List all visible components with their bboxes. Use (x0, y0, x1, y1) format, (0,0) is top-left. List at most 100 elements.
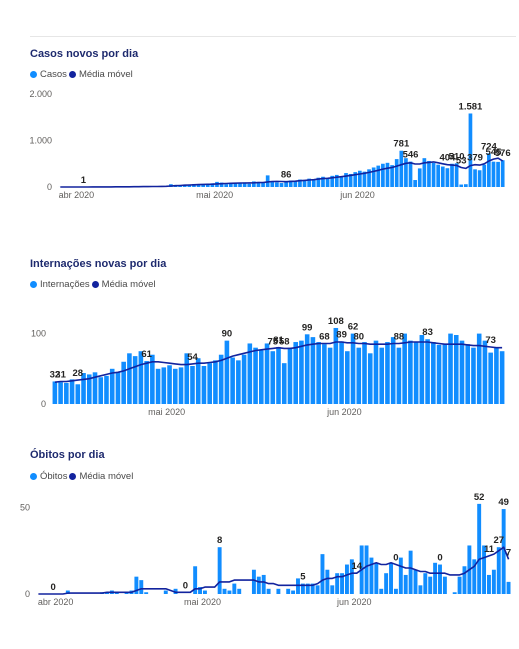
internacoes-bar[interactable] (499, 351, 505, 404)
legend-item-internacoes[interactable]: Internações (30, 279, 90, 290)
obitos-bar[interactable] (296, 578, 300, 594)
internacoes-bar[interactable] (58, 382, 63, 404)
internacoes-bar[interactable] (104, 375, 109, 404)
casos-bar[interactable] (201, 184, 206, 187)
obitos-bar[interactable] (139, 580, 144, 594)
casos-moving-average-line[interactable] (60, 157, 504, 188)
casos-bar[interactable] (284, 181, 288, 187)
casos-bar[interactable] (330, 175, 335, 187)
internacoes-bar[interactable] (350, 333, 356, 404)
internacoes-bar[interactable] (109, 368, 115, 404)
internacoes-bar[interactable] (442, 344, 448, 404)
internacoes-bar[interactable] (86, 374, 92, 404)
obitos-bar[interactable] (477, 503, 482, 594)
internacoes-bar[interactable] (459, 340, 465, 404)
obitos-bar[interactable] (384, 573, 389, 594)
casos-bar[interactable] (482, 164, 487, 187)
internacoes-bar[interactable] (259, 350, 264, 404)
obitos-bar[interactable] (256, 576, 261, 594)
obitos-bar[interactable] (310, 583, 315, 594)
internacoes-bar[interactable] (230, 357, 235, 404)
casos-bar[interactable] (238, 183, 242, 187)
internacoes-bar[interactable] (69, 379, 75, 404)
casos-bar[interactable] (321, 176, 325, 187)
casos-bar[interactable] (219, 182, 224, 187)
internacoes-bar[interactable] (494, 347, 499, 404)
casos-bar[interactable] (459, 184, 464, 187)
casos-bar[interactable] (348, 173, 353, 187)
obitos-bar[interactable] (349, 559, 354, 594)
casos-bar[interactable] (496, 161, 500, 187)
legend-item-media-movel[interactable]: Média móvel (91, 279, 156, 290)
internacoes-bar[interactable] (190, 365, 195, 404)
obitos-bar[interactable] (237, 588, 242, 594)
internacoes-moving-average-line[interactable] (54, 341, 503, 383)
obitos-bar[interactable] (398, 557, 403, 594)
internacoes-bar[interactable] (75, 384, 81, 404)
internacoes-bar[interactable] (482, 340, 488, 404)
obitos-bar[interactable] (438, 564, 442, 594)
internacoes-bar[interactable] (345, 351, 350, 404)
casos-bar[interactable] (408, 161, 413, 187)
internacoes-bar[interactable] (132, 356, 138, 404)
internacoes-bar[interactable] (316, 342, 321, 404)
casos-bar[interactable] (381, 163, 385, 187)
obitos-bar[interactable] (413, 569, 418, 594)
internacoes-bar[interactable] (241, 354, 247, 404)
obitos-moving-average-line[interactable] (38, 546, 510, 595)
obitos-bar[interactable] (65, 590, 70, 594)
casos-bar[interactable] (247, 183, 252, 187)
internacoes-bar[interactable] (92, 372, 98, 404)
casos-bar[interactable] (307, 178, 311, 187)
internacoes-bar[interactable] (144, 361, 149, 404)
casos-bar[interactable] (427, 160, 431, 187)
internacoes-bar[interactable] (155, 368, 161, 404)
casos-bar[interactable] (487, 153, 491, 187)
obitos-bar[interactable] (193, 566, 198, 594)
internacoes-bar[interactable] (207, 363, 212, 404)
obitos-bar[interactable] (217, 547, 222, 594)
obitos-bar[interactable] (320, 554, 325, 594)
internacoes-bar[interactable] (121, 361, 126, 404)
obitos-bar[interactable] (134, 576, 139, 594)
casos-bar[interactable] (339, 176, 344, 187)
casos-bar[interactable] (390, 165, 394, 187)
casos-bar[interactable] (367, 169, 371, 187)
obitos-bar[interactable] (369, 557, 374, 594)
casos-bar[interactable] (376, 165, 381, 187)
casos-bar[interactable] (302, 180, 307, 187)
obitos-bar[interactable] (330, 585, 335, 594)
internacoes-bar[interactable] (270, 351, 276, 404)
obitos-bar[interactable] (374, 562, 379, 594)
casos-chart[interactable]: 0 1.000 2.000 abr 2020 mai 2020 jun 2020 1 86 78… (0, 0, 519, 200)
casos-bar[interactable] (344, 173, 348, 187)
obitos-bar[interactable] (315, 585, 320, 594)
legend-item-media-movel[interactable]: Média móvel (69, 471, 133, 482)
obitos-bar[interactable] (222, 588, 227, 594)
casos-bar[interactable] (196, 184, 201, 187)
internacoes-bar[interactable] (327, 347, 333, 404)
internacoes-bar[interactable] (293, 342, 298, 404)
obitos-bar[interactable] (114, 592, 119, 594)
internacoes-bar[interactable] (224, 340, 230, 404)
casos-bar[interactable] (357, 170, 362, 187)
casos-bar[interactable] (417, 168, 422, 187)
obitos-bar[interactable] (291, 590, 296, 594)
obitos-bar[interactable] (452, 592, 457, 594)
casos-bar[interactable] (399, 150, 404, 187)
obitos-bar[interactable] (496, 547, 501, 594)
internacoes-bar[interactable] (310, 337, 316, 404)
internacoes-bar[interactable] (488, 352, 493, 404)
internacoes-bar[interactable] (339, 341, 344, 404)
casos-bar[interactable] (316, 177, 321, 187)
internacoes-bar[interactable] (390, 337, 396, 404)
casos-bar[interactable] (413, 180, 417, 187)
obitos-bar[interactable] (305, 583, 310, 594)
casos-bar[interactable] (454, 163, 459, 187)
obitos-bar[interactable] (227, 590, 232, 594)
internacoes-bar[interactable] (402, 333, 407, 404)
internacoes-bar[interactable] (396, 347, 402, 404)
internacoes-bar[interactable] (138, 351, 144, 404)
internacoes-bar[interactable] (448, 333, 453, 404)
